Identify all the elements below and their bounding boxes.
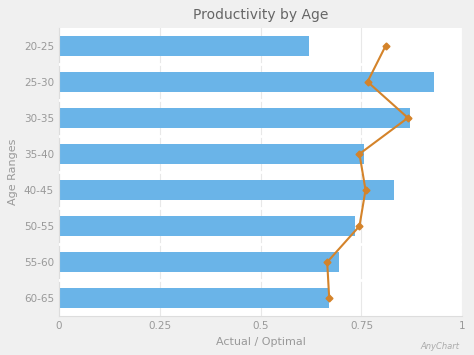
Y-axis label: Age Ranges: Age Ranges (9, 139, 18, 205)
Bar (59, 72, 434, 92)
Bar (59, 180, 394, 200)
Title: Productivity by Age: Productivity by Age (193, 8, 328, 22)
Bar (59, 288, 329, 308)
Bar (59, 108, 410, 128)
Bar (59, 144, 364, 164)
Bar (59, 252, 339, 272)
X-axis label: Actual / Optimal: Actual / Optimal (216, 337, 306, 347)
Text: AnyChart: AnyChart (421, 343, 460, 351)
Bar (59, 216, 356, 236)
Bar (59, 36, 309, 56)
